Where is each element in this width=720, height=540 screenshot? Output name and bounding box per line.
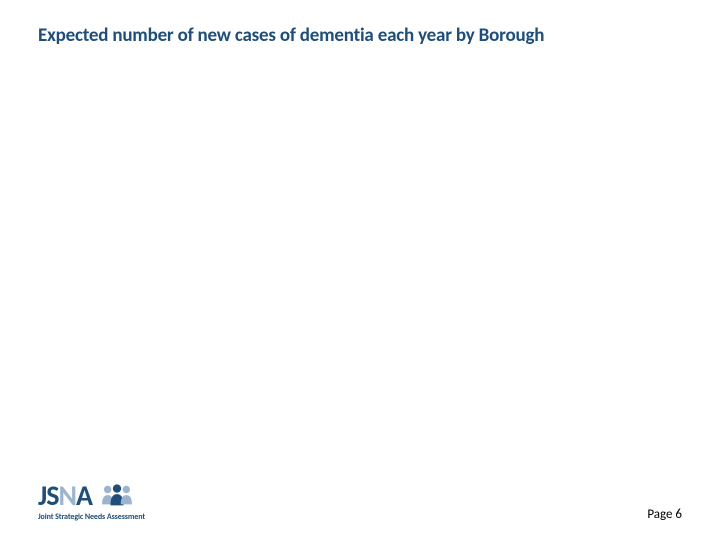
- logo-subtitle: Joint Strategic Needs Assessment: [38, 512, 145, 522]
- logo-main-row: JSNA: [38, 482, 136, 510]
- slide-container: Expected number of new cases of dementia…: [0, 0, 720, 540]
- footer: JSNA Joint Strategic Needs Assessment Pa…: [38, 482, 682, 522]
- logo-letter-s: S: [46, 478, 58, 513]
- jsna-logo: JSNA Joint Strategic Needs Assessment: [38, 482, 145, 522]
- logo-letter-a: A: [76, 478, 92, 513]
- page-number: Page 6: [647, 507, 682, 522]
- logo-letters: JSNA: [38, 482, 92, 510]
- logo-letter-n: N: [59, 478, 76, 513]
- page-title: Expected number of new cases of dementia…: [38, 24, 544, 47]
- people-icon: [98, 482, 136, 510]
